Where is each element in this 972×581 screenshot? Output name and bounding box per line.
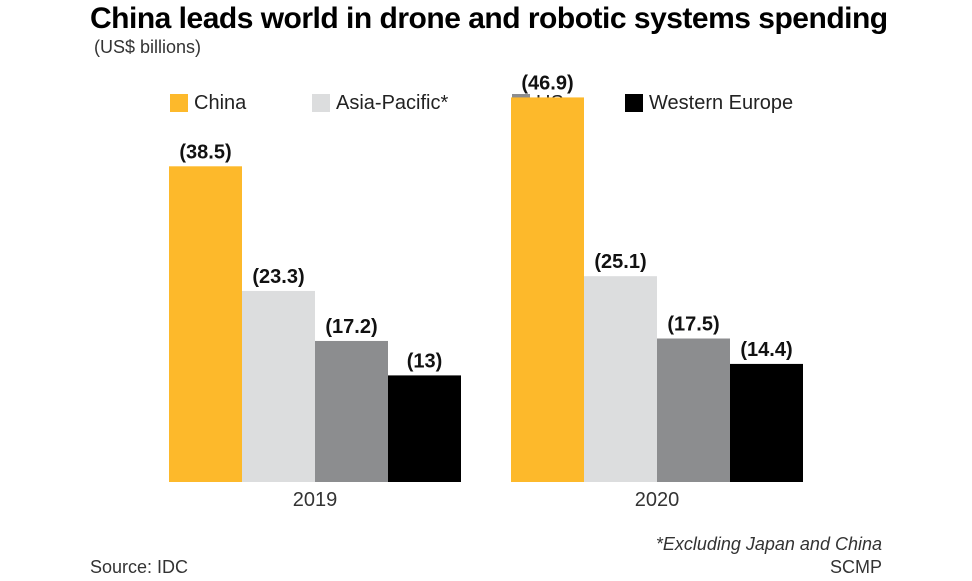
data-label-us-2020: (17.5) xyxy=(667,314,719,336)
legend-item-china: China xyxy=(170,90,246,116)
credit: SCMP xyxy=(829,557,882,577)
bar-us-2019 xyxy=(315,340,388,482)
bar-western-europe-2020 xyxy=(730,363,803,482)
bar-china-2020 xyxy=(511,97,584,483)
x-tick-label-2020: 2020 xyxy=(635,489,680,511)
data-label-western-europe-2020: (14.4) xyxy=(740,339,792,361)
data-label-asia-pacific-2019: (23.3) xyxy=(252,266,304,288)
legend-label-china: China xyxy=(194,91,247,114)
bar-asia-pacific-2020 xyxy=(584,276,657,482)
legend-label-western-europe: Western Europe xyxy=(649,91,794,114)
footnote: *Excluding Japan and China xyxy=(655,534,882,554)
legend-swatch-asia-pacific xyxy=(312,94,330,112)
x-tick-label-2019: 2019 xyxy=(293,489,338,511)
data-label-asia-pacific-2020: (25.1) xyxy=(594,251,646,273)
bar-asia-pacific-2019 xyxy=(242,290,315,482)
bar-western-europe-2019 xyxy=(388,375,461,482)
legend-item-western-europe: Western Europe xyxy=(625,90,793,116)
chart-subtitle: (US$ billions) xyxy=(94,37,202,57)
data-label-china-2020: (46.9) xyxy=(521,72,573,94)
bar-us-2020 xyxy=(657,338,730,482)
data-label-western-europe-2019: (13) xyxy=(407,350,443,372)
data-label-china-2019: (38.5) xyxy=(179,141,231,163)
bar-china-2019 xyxy=(169,166,242,483)
source-note: Source: IDC xyxy=(90,557,189,577)
legend-swatch-china xyxy=(170,94,188,112)
legend-label-asia-pacific: Asia-Pacific* xyxy=(336,91,449,114)
chart-title: China leads world in drone and robotic s… xyxy=(90,2,888,35)
legend-swatch-western-europe xyxy=(625,94,643,112)
legend-item-asia-pacific: Asia-Pacific* xyxy=(312,90,448,116)
data-label-us-2019: (17.2) xyxy=(325,316,377,338)
